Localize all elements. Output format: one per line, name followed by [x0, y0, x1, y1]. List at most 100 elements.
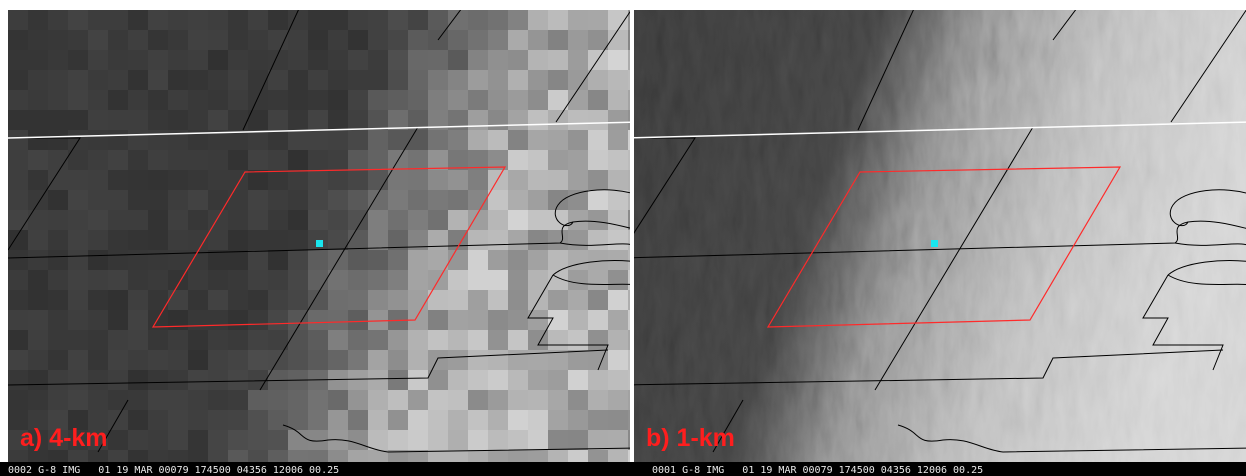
pixel [188, 350, 208, 370]
pixel [208, 50, 228, 70]
pixel [468, 170, 488, 190]
pixel [528, 90, 548, 110]
pixel [408, 430, 428, 450]
pixel [468, 290, 488, 310]
pixel [368, 250, 388, 270]
pixel [428, 150, 448, 170]
pixel [508, 390, 528, 410]
pixel [148, 50, 168, 70]
pixel [268, 10, 288, 30]
pixel [548, 30, 568, 50]
pixel [228, 190, 248, 210]
pixel [208, 330, 228, 350]
pixel [348, 170, 368, 190]
pixel [268, 430, 288, 450]
pixel [128, 210, 148, 230]
pixel [368, 310, 388, 330]
pixel [108, 130, 128, 150]
pixel [168, 230, 188, 250]
pixel [368, 270, 388, 290]
pixel [248, 350, 268, 370]
pixel [488, 270, 508, 290]
pixel [428, 390, 448, 410]
pixel [508, 90, 528, 110]
pixel [88, 150, 108, 170]
pixel [148, 230, 168, 250]
pixel [548, 190, 568, 210]
pixel [568, 410, 588, 430]
pixel [8, 170, 28, 190]
pixel [248, 330, 268, 350]
pixel [388, 210, 408, 230]
pixel [228, 370, 248, 390]
pixel [568, 390, 588, 410]
pixel [488, 330, 508, 350]
pixel [68, 210, 88, 230]
pixel [268, 90, 288, 110]
pixel [408, 10, 428, 30]
pixel [68, 190, 88, 210]
pixel [68, 330, 88, 350]
pixel [608, 270, 628, 290]
pixel [88, 110, 108, 130]
pixel [228, 410, 248, 430]
pixel [268, 190, 288, 210]
pixel [308, 210, 328, 230]
pixel [368, 350, 388, 370]
pixel [448, 390, 468, 410]
pixel [148, 210, 168, 230]
pixel [568, 270, 588, 290]
pixel [68, 30, 88, 50]
pixel [28, 90, 48, 110]
pixel [188, 410, 208, 430]
pixel [208, 10, 228, 30]
pixel [348, 190, 368, 210]
pixel [188, 390, 208, 410]
pixel [228, 330, 248, 350]
pixel [8, 350, 28, 370]
pixel [168, 390, 188, 410]
pixel [168, 50, 188, 70]
pixel [208, 310, 228, 330]
pixel [128, 10, 148, 30]
pixel [428, 170, 448, 190]
pixel [348, 130, 368, 150]
pixel [88, 10, 108, 30]
pixel [288, 290, 308, 310]
pixel [408, 210, 428, 230]
pixel [8, 230, 28, 250]
pixel [448, 50, 468, 70]
pixel [468, 430, 488, 450]
pixel [308, 270, 328, 290]
pixel [448, 310, 468, 330]
pixel [148, 150, 168, 170]
pixel [408, 190, 428, 210]
pixel [228, 50, 248, 70]
pixel [108, 330, 128, 350]
pixel [488, 70, 508, 90]
pixel [28, 130, 48, 150]
pixel [468, 270, 488, 290]
image-caption: 0002 G-8 IMG 01 19 MAR 00079 174500 0435… [8, 465, 339, 476]
pixel [268, 390, 288, 410]
pixel [608, 390, 628, 410]
pixel [488, 390, 508, 410]
pixel [388, 410, 408, 430]
pixel [168, 370, 188, 390]
pixel [28, 330, 48, 350]
pixel [208, 70, 228, 90]
pixel [568, 210, 588, 230]
pixel [228, 250, 248, 270]
pixel [508, 350, 528, 370]
pixel [588, 70, 608, 90]
pixel [8, 30, 28, 50]
pixel [508, 290, 528, 310]
pixel [208, 390, 228, 410]
pixel [288, 190, 308, 210]
pixel [348, 430, 368, 450]
pixel [288, 150, 308, 170]
pixel [108, 190, 128, 210]
pixel [428, 350, 448, 370]
pixel [308, 410, 328, 430]
pixel [588, 250, 608, 270]
